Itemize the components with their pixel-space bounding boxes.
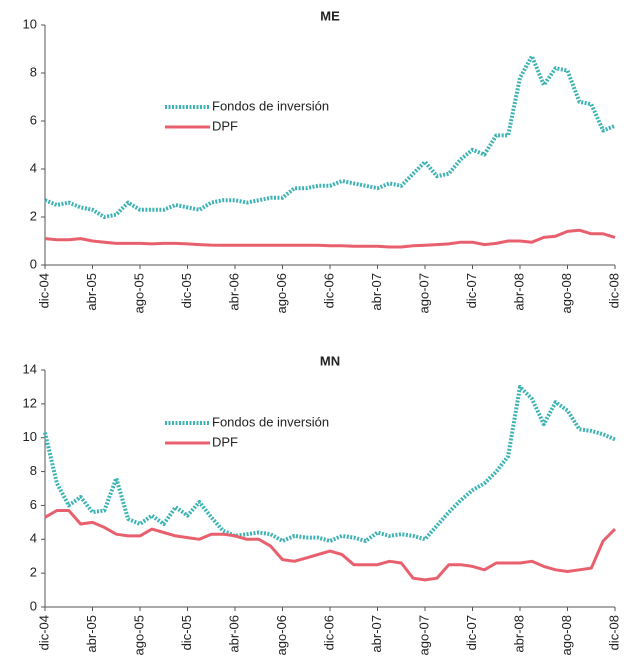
y-tick-label: 10 [23, 16, 37, 31]
x-tick-label: abr-07 [369, 273, 384, 311]
y-tick-label: 6 [30, 112, 37, 127]
x-tick-label: ago-08 [559, 273, 574, 313]
x-tick-label: ago-06 [274, 273, 289, 313]
x-tick-label: ago-07 [416, 615, 431, 655]
series-line [43, 384, 616, 543]
y-tick-label: 0 [30, 256, 37, 271]
legend-label: DPF [212, 434, 238, 449]
y-tick-label: 4 [30, 160, 37, 175]
y-tick-label: 4 [30, 531, 37, 546]
y-tick-label: 2 [30, 565, 37, 580]
x-tick-label: dic-04 [36, 273, 51, 308]
x-tick-label: dic-05 [179, 273, 194, 308]
x-tick-label: abr-08 [511, 615, 526, 653]
x-tick-label: ago-06 [274, 615, 289, 655]
y-tick-label: 12 [23, 395, 37, 410]
x-tick-label: ago-07 [416, 273, 431, 313]
y-tick-label: 0 [30, 598, 37, 613]
y-tick-label: 6 [30, 497, 37, 512]
x-tick-label: abr-07 [369, 615, 384, 653]
x-tick-label: dic-08 [606, 615, 621, 650]
x-tick-label: ago-05 [131, 615, 146, 655]
series-line [44, 54, 616, 219]
chart-title: ME [320, 8, 340, 23]
x-tick-label: abr-06 [226, 273, 241, 311]
x-tick-label: dic-07 [464, 615, 479, 650]
x-tick-label: abr-05 [84, 273, 99, 311]
x-tick-label: dic-06 [321, 615, 336, 650]
y-tick-label: 10 [23, 429, 37, 444]
y-tick-label: 2 [30, 208, 37, 223]
legend-label: Fondos de inversión [212, 98, 329, 113]
series-line [44, 228, 616, 249]
y-tick-label: 14 [23, 361, 37, 376]
x-tick-label: ago-05 [131, 273, 146, 313]
x-tick-label: abr-06 [226, 615, 241, 653]
x-tick-label: dic-06 [321, 273, 336, 308]
x-tick-label: dic-05 [179, 615, 194, 650]
series-line [44, 509, 617, 582]
x-tick-label: dic-08 [606, 273, 621, 308]
legend-label: DPF [212, 118, 238, 133]
y-tick-label: 8 [30, 463, 37, 478]
x-tick-label: ago-08 [559, 615, 574, 655]
x-tick-label: dic-07 [464, 273, 479, 308]
chart-title: MN [320, 353, 340, 368]
y-tick-label: 8 [30, 64, 37, 79]
x-tick-label: abr-05 [84, 615, 99, 653]
x-tick-label: dic-04 [36, 615, 51, 650]
legend-label: Fondos de inversión [212, 414, 329, 429]
x-tick-label: abr-08 [511, 273, 526, 311]
